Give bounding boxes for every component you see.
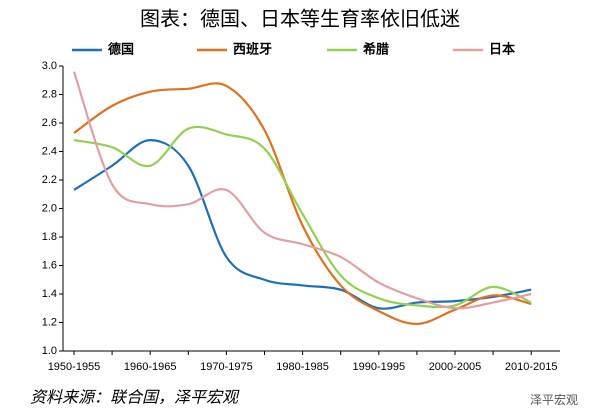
x-tick-label: 1980-1985 [276, 361, 329, 373]
line [73, 138, 532, 310]
x-tick-label: 1970-1975 [200, 361, 253, 373]
x-tick-label: 1950-1955 [48, 361, 101, 373]
legend-label: 西班牙 [233, 41, 272, 56]
y-tick-label: 1.6 [42, 259, 57, 271]
y-tick-label: 2.0 [42, 202, 57, 214]
x-tick-label: 1990-1995 [352, 361, 405, 373]
legend-label: 日本 [489, 41, 515, 56]
y-tick-label: 2.4 [42, 145, 57, 157]
line [72, 71, 532, 310]
source: 资料来源：联合国，泽平宏观 [30, 388, 240, 407]
y-tick-label: 1.0 [42, 345, 57, 357]
y-tick-label: 1.2 [42, 316, 57, 328]
watermark: 泽平宏观 [530, 392, 578, 407]
x-tick-label: 2000-2005 [429, 361, 482, 373]
y-tick-label: 3.0 [42, 60, 57, 72]
line [73, 125, 532, 309]
y-tick-label: 1.8 [42, 231, 57, 243]
legend-label: 德国 [108, 41, 134, 56]
legend-label: 希腊 [363, 41, 389, 56]
y-tick-label: 2.2 [42, 174, 57, 186]
y-tick-label: 2.8 [42, 88, 57, 100]
chart-title: 图表：德国、日本等生育率依旧低迷 [140, 7, 460, 31]
line [73, 82, 532, 326]
y-tick-label: 2.6 [42, 117, 57, 129]
x-tick-label: 1960-1965 [124, 361, 177, 373]
y-tick-label: 1.4 [42, 288, 57, 300]
x-tick-label: 2010-2015 [505, 361, 558, 373]
